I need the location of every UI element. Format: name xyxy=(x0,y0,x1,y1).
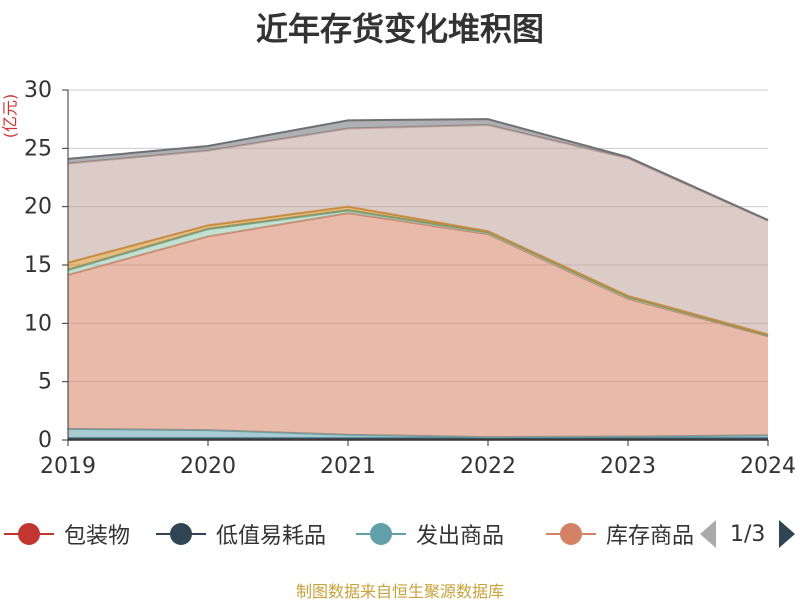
area-series-8 xyxy=(68,119,768,221)
x-tick-label: 2019 xyxy=(40,454,96,479)
legend-marker-icon xyxy=(546,522,596,546)
area-series-2 xyxy=(68,428,768,439)
x-tick-label: 2020 xyxy=(180,454,236,479)
legend-item[interactable]: 包装物 xyxy=(4,514,130,554)
legend-marker-icon xyxy=(356,522,406,546)
legend-item[interactable]: 库存商品 xyxy=(546,514,694,554)
legend-marker-icon xyxy=(156,522,206,546)
legend-label: 库存商品 xyxy=(606,524,695,549)
x-tick-label: 2024 xyxy=(740,454,796,479)
data-source-note: 制图数据来自恒生聚源数据库 xyxy=(295,582,504,601)
y-tick-label: 5 xyxy=(38,370,52,395)
legend-item[interactable]: 发出商品 xyxy=(356,514,504,554)
legend-pager: 1/3 xyxy=(700,514,796,554)
legend-label: 低值易耗品 xyxy=(216,524,327,549)
legend-page-indicator: 1/3 xyxy=(730,521,766,547)
legend-marker-icon xyxy=(4,522,54,546)
y-tick-label: 15 xyxy=(24,253,52,278)
y-tick-label: 30 xyxy=(24,78,52,103)
legend: 包装物 低值易耗品 发出商品 库存商品 xyxy=(0,514,800,554)
area-line-series-8 xyxy=(67,118,769,221)
legend-label: 发出商品 xyxy=(416,524,505,549)
y-tick-label: 10 xyxy=(24,311,52,336)
legend-next-page-icon[interactable] xyxy=(779,520,796,548)
legend-label: 包装物 xyxy=(64,524,131,549)
axes: 0 5 10 15 20 25 30 2019 2020 2021 2022 2023 2024 xyxy=(24,78,796,479)
area-series-7 xyxy=(68,125,768,335)
y-tick-label: 25 xyxy=(24,136,52,161)
x-tick-label: 2022 xyxy=(460,454,516,479)
y-tick-label: 20 xyxy=(24,195,52,220)
x-tick-label: 2021 xyxy=(320,454,376,479)
y-axis-unit-label: (亿元) xyxy=(0,93,20,139)
chart-title: 近年存货变化堆积图 xyxy=(255,10,544,48)
legend-item[interactable]: 低值易耗品 xyxy=(156,514,326,554)
series-areas xyxy=(67,118,769,440)
y-tick-label: 0 xyxy=(38,428,52,453)
x-tick-label: 2023 xyxy=(600,454,656,479)
legend-prev-page-icon[interactable] xyxy=(700,520,716,548)
area-series-3 xyxy=(68,213,768,438)
